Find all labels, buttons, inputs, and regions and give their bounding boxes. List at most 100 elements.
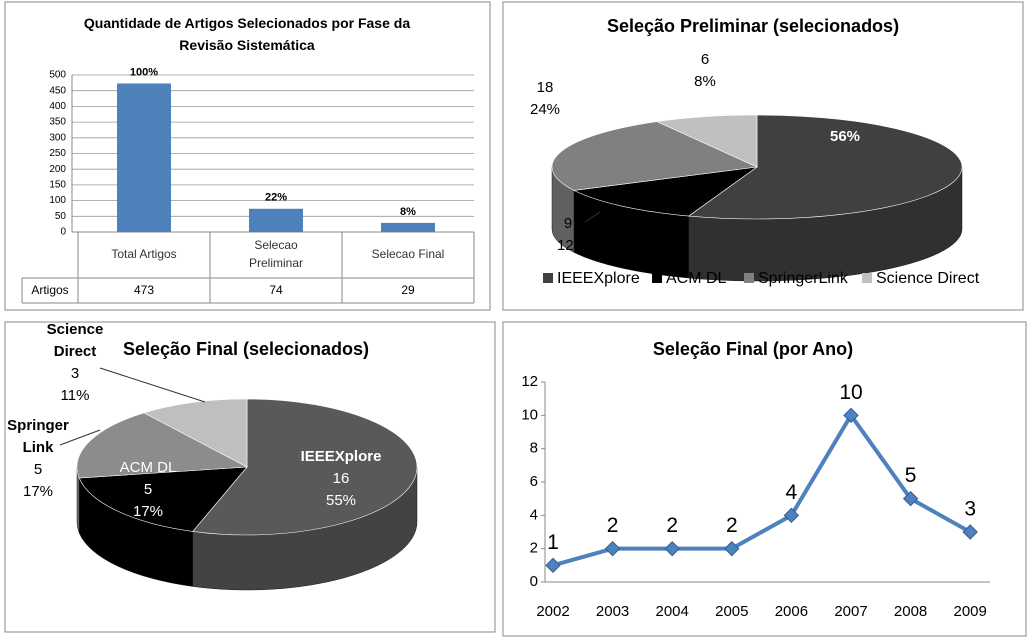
leader-line (99, 367, 206, 403)
slice-value: 5 (144, 481, 152, 498)
marker (664, 540, 680, 557)
slice-percent: 17% (23, 483, 53, 500)
y-tick-label: 400 (49, 101, 66, 112)
y-tick-label: 300 (49, 132, 66, 143)
x-tick-label: 2009 (954, 603, 987, 620)
legend-swatch (543, 273, 553, 283)
x-tick-label: 2006 (775, 603, 808, 620)
percent-label: 8% (400, 206, 416, 218)
x-tick-label: 2005 (715, 603, 748, 620)
y-tick-label: 150 (49, 180, 66, 191)
y-tick-label: 0 (530, 573, 538, 590)
slice-value: 16 (333, 470, 350, 487)
legend-swatch (744, 273, 754, 283)
value-label: 3 (964, 498, 976, 521)
pie-slice (572, 166, 758, 217)
x-tick-label: 2002 (536, 603, 569, 620)
slice-name: ACM DL (120, 459, 177, 476)
slice-value: 6 (701, 51, 709, 68)
x-tick-label: 2008 (894, 603, 927, 620)
y-tick-label: 200 (49, 164, 66, 175)
x-tick-label: Selecao Final (372, 247, 445, 261)
slice-percent: 17% (133, 503, 163, 520)
chart-title: Seleção Preliminar (selecionados) (607, 16, 899, 36)
panel (502, 321, 1027, 637)
y-tick-label: 12 (521, 373, 538, 390)
y-tick-label: 450 (49, 85, 66, 96)
pie-slice (76, 412, 249, 479)
slice-percent: 8% (694, 73, 716, 90)
leader-line (59, 429, 101, 446)
x-tick-label: 2004 (656, 603, 689, 620)
slice-value: 18 (537, 79, 554, 96)
y-tick-label: 2 (530, 540, 538, 557)
value-label: 2 (607, 514, 619, 537)
value-label: 2 (726, 514, 738, 537)
slice-percent: 55% (326, 492, 356, 509)
value-label: 4 (786, 481, 798, 504)
chart-title: Seleção Final (por Ano) (653, 339, 853, 359)
y-tick-label: 50 (55, 211, 67, 222)
slice-value: 3 (71, 365, 79, 382)
table-row-label: Artigos (31, 283, 68, 297)
legend-swatch (862, 273, 872, 283)
slice-value: 41 (837, 106, 854, 123)
percent-label: 100% (130, 66, 158, 78)
slice-percent: 24% (530, 101, 560, 118)
pie-slice (551, 121, 759, 191)
slice-percent: 56% (830, 128, 860, 145)
x-tick-label: 2007 (834, 603, 867, 620)
bar (249, 208, 303, 232)
y-tick-label: 10 (521, 406, 538, 423)
marker (902, 490, 919, 507)
marker (962, 524, 978, 540)
x-tick-label: Selecao Preliminar (249, 238, 303, 270)
pie-slice (192, 398, 418, 536)
panel (4, 1, 491, 311)
x-tick-label: Total Artigos (111, 247, 176, 261)
percent-label: 22% (265, 192, 287, 204)
marker (783, 507, 800, 524)
marker (843, 407, 859, 424)
value-label: 5 (905, 464, 917, 487)
marker (545, 557, 561, 574)
legend-swatch (652, 273, 662, 283)
value-label: 2 (666, 514, 678, 537)
value-label: 1 (547, 531, 559, 554)
slice-percent: 11% (61, 387, 90, 404)
slice-value: 9 (564, 215, 572, 232)
leader-line (584, 211, 601, 223)
y-tick-label: 6 (530, 473, 538, 490)
y-tick-label: 100 (49, 195, 66, 206)
marker (724, 540, 740, 557)
slice-name: IEEEXplore (301, 448, 382, 465)
slice-percent: 12% (557, 237, 587, 254)
pie-slice (78, 466, 248, 532)
pie-slice (655, 114, 758, 168)
legend-label: Science Direct (876, 270, 980, 287)
x-tick-label: 2003 (596, 603, 629, 620)
chart-title: Seleção Final (selecionados) (123, 339, 369, 359)
y-tick-label: 500 (49, 70, 66, 81)
legend-label: IEEEXplore (557, 270, 640, 287)
slice-name: Science Direct (47, 321, 104, 360)
slice-value: 5 (34, 461, 42, 478)
table-value: 29 (401, 283, 415, 297)
value-label: 10 (839, 381, 862, 404)
y-tick-label: 350 (49, 117, 66, 128)
y-tick-label: 8 (530, 440, 538, 457)
y-tick-label: 4 (530, 506, 538, 523)
legend-label: SpringerLink (758, 270, 849, 287)
table-value: 473 (134, 283, 154, 297)
bar (381, 222, 435, 232)
y-tick-label: 250 (49, 148, 66, 159)
legend-label: ACM DL (666, 270, 727, 287)
y-tick-label: 0 (60, 227, 66, 238)
table-value: 74 (269, 283, 283, 297)
pie-slice (143, 398, 248, 468)
marker (604, 540, 621, 557)
line (552, 411, 972, 568)
bar (117, 83, 171, 232)
